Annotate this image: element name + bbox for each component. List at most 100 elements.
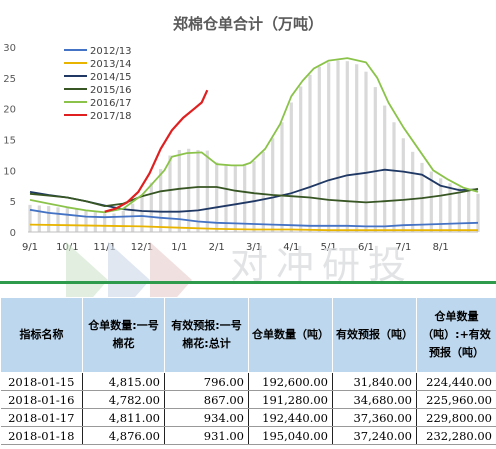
col-header-indicator: 指标名称 [0,297,83,373]
bar [355,64,359,233]
cell-receipts-tons: 192,600.00 [248,372,333,391]
bar [476,193,480,232]
bar [205,150,209,232]
header-row: 指标名称 仓单数量:一号棉花 有效预报:一号棉花:总计 仓单数量（吨） 有效预报… [0,297,496,373]
x-tick-labels: 9/1 10/1 11/1 12/1 1/1 2/1 3/1 4/1 5/1 6/1 7/1 8/1 [22,242,449,253]
data-table: 指标名称 仓单数量:一号棉花 有效预报:一号棉花:总计 仓单数量（吨） 有效预报… [0,297,496,445]
bar [47,206,51,232]
x-tick-label: 8/1 [433,242,449,253]
y-tick-label: 25 [3,74,16,85]
col-header-forecast: 有效预报:一号棉花:总计 [164,297,249,373]
bar [364,71,368,233]
cell-date: 2018-01-16 [0,390,83,409]
bar [103,213,107,232]
cell-forecast-tons: 37,360.00 [332,408,417,427]
table-row: 2018-01-16 4,782.00 867.00 191,280.00 34… [0,390,496,409]
bar [252,161,256,232]
cell-date: 2018-01-17 [0,408,83,427]
table-row: 2018-01-17 4,811.00 934.00 192,440.00 37… [0,408,496,427]
bar [373,87,377,232]
bar [317,66,321,232]
bar [271,138,275,232]
warehouse-receipt-chart: 郑棉仓单合计（万吨） 0 5 10 15 20 25 30 9/1 10/1 11/1 12/1 1… [3,15,480,253]
bar [177,149,181,232]
bar [383,105,387,232]
bar [289,102,293,232]
legend-label: 2016/17 [90,98,132,109]
cell-date: 2018-01-18 [0,426,83,445]
table-header: 指标名称 仓单数量:一号棉花 有效预报:一号棉花:总计 仓单数量（吨） 有效预报… [0,297,496,373]
bar [336,60,340,232]
cell-forecast: 867.00 [164,390,249,409]
cell-receipts: 4,876.00 [82,426,165,445]
series-line-2017-18 [104,89,209,213]
bar [280,122,284,232]
y-tick-label: 15 [3,136,16,147]
col-header-forecast-tons: 有效预报（吨） [332,297,417,373]
bars-layer [28,60,480,233]
bar [439,178,443,232]
bar [140,195,144,232]
cell-total-tons: 229,800.00 [416,408,496,427]
bar [187,148,191,232]
bar [121,211,125,232]
table-row: 2018-01-18 4,876.00 931.00 195,040.00 37… [0,426,496,445]
x-tick-label: 7/1 [395,242,411,253]
bar [392,122,396,232]
cell-forecast: 796.00 [164,372,249,391]
bar [411,151,415,232]
cell-total-tons: 225,960.00 [416,390,496,409]
bar [168,155,172,232]
cell-forecast-tons: 34,680.00 [332,390,417,409]
series-line-2015-16 [29,186,479,207]
legend-label: 2013/14 [90,59,132,70]
chart-title: 郑棉仓单合计（万吨） [173,15,323,33]
bar [84,210,88,232]
cell-receipts: 4,811.00 [82,408,165,427]
legend-label: 2012/13 [90,46,132,57]
bar [131,203,135,232]
bar [457,187,461,232]
x-tick-label: 10/1 [56,242,78,253]
x-tick-label: 9/1 [22,242,38,253]
bar [327,62,331,232]
y-tick-label: 0 [10,228,16,239]
x-tick-label: 11/1 [93,242,115,253]
col-header-receipts-tons: 仓单数量（吨） [248,297,333,373]
cell-forecast: 931.00 [164,426,249,445]
bar [28,204,32,232]
cell-receipts-tons: 195,040.00 [248,426,333,445]
bar [299,86,303,232]
legend: 2012/13 2013/14 2014/15 2015/16 2016/17 2017/… [64,46,132,122]
series-line-2012-13 [29,208,479,228]
cell-receipts-tons: 192,440.00 [248,408,333,427]
legend-label: 2015/16 [90,85,132,96]
bar [224,164,228,232]
legend-label: 2017/18 [90,111,132,122]
bar [467,190,471,232]
series-line-2013-14 [29,223,478,232]
x-tick-label: 5/1 [321,242,337,253]
cell-forecast-tons: 37,240.00 [332,426,417,445]
bar [75,209,79,232]
bar [429,171,433,232]
col-header-receipts: 仓单数量:一号棉花 [82,297,165,373]
bar [243,164,247,232]
cell-forecast-tons: 31,840.00 [332,372,417,391]
cell-total-tons: 232,280.00 [416,426,496,445]
bar [448,183,452,232]
bar [159,169,163,232]
bar [37,205,41,232]
y-tick-labels: 0 5 10 15 20 25 30 [3,43,16,239]
bar [56,207,60,232]
bar [112,213,116,232]
bar [65,207,69,232]
bar [345,61,349,232]
y-tick-label: 20 [3,105,16,116]
bar [215,162,219,232]
series-line-2016-17 [29,57,479,214]
x-tick-label: 1/1 [171,242,187,253]
cell-total-tons: 224,440.00 [416,372,496,391]
bar [196,149,200,232]
bar [401,138,405,232]
